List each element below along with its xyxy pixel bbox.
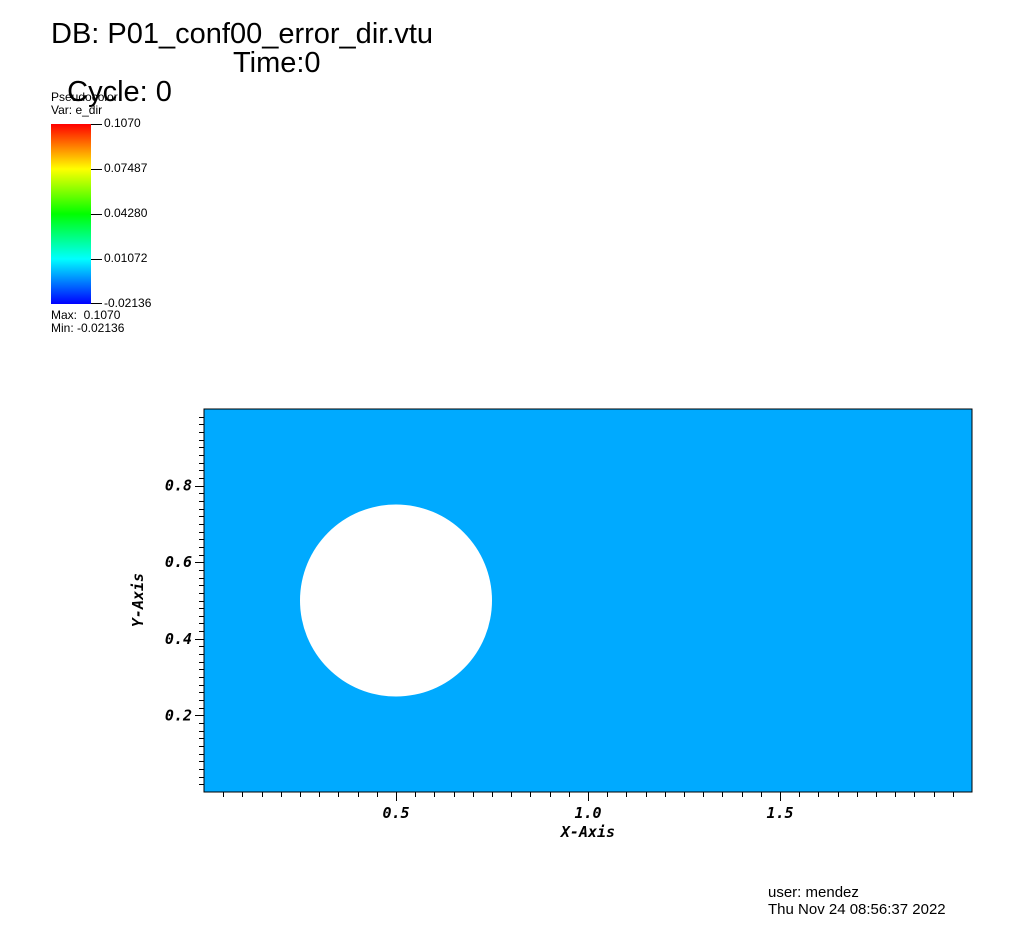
cycle-time-line: Cycle: 0 Time:0 <box>51 49 320 136</box>
legend-plot-type: Pseudocolor <box>51 90 118 104</box>
y-tick-label: 0.6 <box>165 553 192 571</box>
cylinder-hole <box>300 504 492 697</box>
colorbar-tick <box>91 214 102 215</box>
legend-min-value: Min: -0.02136 <box>51 321 125 335</box>
colorbar-label: 0.04280 <box>104 206 148 220</box>
y-tick-label: 0.4 <box>165 630 192 648</box>
time-label: Time:0 <box>233 47 321 79</box>
legend-max-value: Max: 0.1070 <box>51 308 121 322</box>
x-tick-label: 1.5 <box>766 804 793 822</box>
y-tick-label: 0.2 <box>165 706 192 724</box>
database-title: DB: P01_conf00_error_dir.vtu <box>51 18 434 50</box>
cycle-label: Cycle: 0 <box>67 76 172 108</box>
timestamp-label: Thu Nov 24 08:56:37 2022 <box>768 901 946 918</box>
x-tick-label: 1.0 <box>574 804 601 822</box>
axis-ticks <box>195 417 954 801</box>
legend-variable: Var: e_dir <box>51 103 103 117</box>
user-label: user: mendez <box>768 884 859 901</box>
colorbar-label: 0.07487 <box>104 161 148 175</box>
colorbar <box>51 124 91 304</box>
colorbar-tick <box>91 124 102 125</box>
colorbar-tick <box>91 259 102 260</box>
y-tick-label: 0.8 <box>165 477 192 495</box>
x-axis-label: X-Axis <box>559 823 615 841</box>
colorbar-label-min: -0.02136 <box>104 296 152 310</box>
colorbar-label-max: 0.1070 <box>104 116 141 130</box>
colorbar-tick <box>91 169 102 170</box>
colorbar-label: 0.01072 <box>104 251 148 265</box>
x-tick-label: 0.5 <box>382 804 409 822</box>
y-axis-label: Y-Axis <box>129 573 147 627</box>
colorbar-tick <box>91 303 102 304</box>
